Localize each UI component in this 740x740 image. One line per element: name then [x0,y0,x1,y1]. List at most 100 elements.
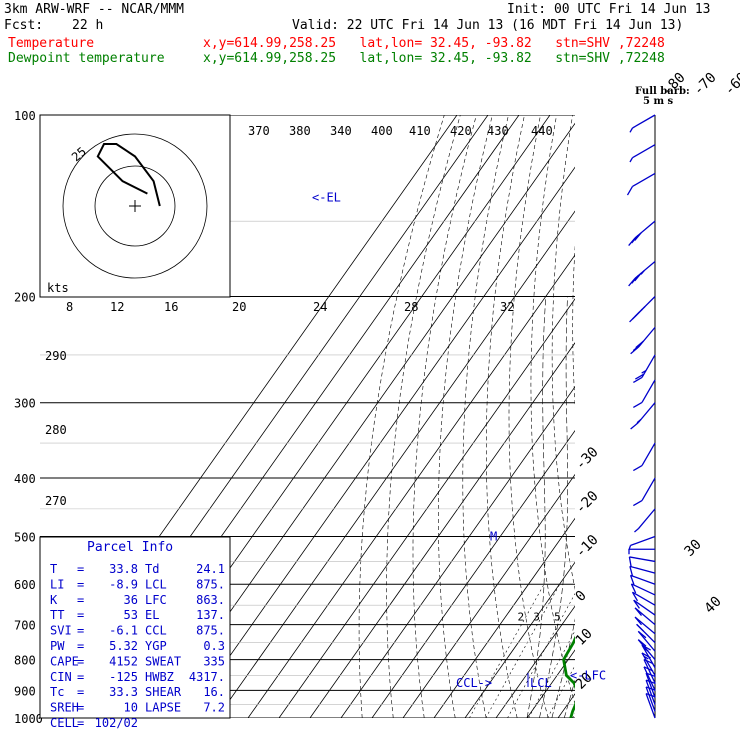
theta-label: 440 [531,124,553,138]
temperature-location: x,y=614.99,258.25 lat,lon= 32.45, -93.82… [203,36,665,51]
parcel-field-name: LAPSE [145,701,181,715]
theta-side-label: 290 [45,349,67,363]
wind-barb [633,599,656,616]
parcel-field-value: 5.32 [109,639,138,653]
parcel-field-name: SVI [50,624,72,638]
pressure-tick-label: 300 [14,397,36,411]
dry-adiabat [358,115,445,718]
model-title: 3km ARW-WRF -- NCAR/MMM [4,2,185,17]
mixing-ratio-line [469,584,545,718]
hodograph-speed-tick: 24 [313,300,327,314]
init-time: Init: 00 UTC Fri 14 Jun 13 [507,2,711,17]
parcel-field-name: EL [145,608,159,622]
parcel-field-name: SHEAR [145,685,182,699]
wind-barb-flag [635,373,645,380]
wind-barb [643,659,656,684]
isotherm-line [495,605,575,718]
wind-barb-half [643,655,649,660]
hodograph-speed-tick: 28 [404,300,418,314]
dry-adiabat [701,115,740,718]
theta-side-label: 270 [45,494,67,508]
dry-adiabat [593,115,673,718]
parcel-field-eq: = [77,562,84,576]
wind-barb [645,693,656,719]
parcel-field-value: 875. [196,624,225,638]
wind-barb-flag [634,616,643,626]
isotherm-line [402,473,575,718]
parcel-field-name: LCL [145,577,167,591]
moist-adiabat [601,297,737,719]
hodograph-speed-tick: 16 [164,300,178,314]
wind-barb-half [634,528,639,533]
wind-barb-flag [630,422,639,430]
wind-barb [630,574,656,585]
dry-adiabat [684,115,740,718]
isotherm-line [278,298,575,718]
level-marker-el: <-EL [312,190,341,204]
mixing-ratio-label: 5 [554,611,561,624]
wind-barb-half [629,127,634,133]
mixing-ratio-line [485,584,560,718]
parcel-field-name: T [50,562,57,576]
wind-barb-half [636,419,642,424]
parcel-info-bg [39,536,231,719]
pressure-tick-label: 700 [14,619,36,633]
parcel-field-eq: = [77,639,84,653]
dry-adiabat [667,115,740,718]
parcel-field-value: 7.2 [203,701,225,715]
isotherm-label: -10 [573,532,602,561]
dry-adiabat [649,115,740,718]
parcel-field-name: HWBZ [145,670,174,684]
parcel-field-value: 33.3 [109,685,138,699]
mixing-ratio-label: 8 [574,611,581,624]
parcel-field-eq: = [77,716,84,730]
wind-barb [637,402,656,424]
dewpoint-profile [562,635,575,718]
isotherm-line [526,649,575,718]
parcel-field-name: YGP [145,639,167,653]
parcel-field-value: 102/02 [95,716,138,730]
mixing-ratio-label: 12 [593,611,606,624]
wind-barb [632,591,656,606]
isotherm-line [433,517,575,718]
wind-barb [641,442,656,466]
level-marker-lcl: LCL [530,676,552,690]
wind-barb-half [629,157,634,163]
parcel-field-value: 4152 [109,654,138,668]
wind-barb [641,379,656,403]
wind-barb-flag [626,186,634,196]
wind-barb [630,535,656,546]
parcel-field-name: TT [50,608,64,622]
parcel-field-eq: = [77,624,84,638]
isotherm-label: -60 [721,70,740,99]
pressure-tick-label: 400 [14,472,36,486]
dry-adiabat [612,115,703,718]
wind-barb [645,679,656,705]
parcel-field-value: 16. [203,685,225,699]
parcel-field-value: 53 [124,608,138,622]
wind-barb-flag [629,575,635,585]
dry-adiabat [386,115,461,718]
barb-speed-tick: 30 [682,537,705,560]
isotherm-line [309,342,575,718]
parcel-field-name: PW [50,639,65,653]
isotherm-line [247,254,575,718]
wind-barb-flag [631,234,639,244]
wind-barb-flag [633,401,643,408]
parcel-field-name: SREH [50,701,79,715]
parcel-field-value: 24.1 [196,562,225,576]
wind-barb-flag [630,346,639,355]
mixing-ratio-line [528,630,575,718]
wind-barb [631,583,656,596]
wind-barb-flag [633,376,643,384]
isotherm-line [185,166,575,718]
dry-adiabat [438,115,493,718]
theta-label: 370 [248,124,270,138]
wind-barb-flag [633,465,643,472]
wind-barb [645,672,656,698]
theta-label: 410 [409,124,431,138]
parcel-info-title: Parcel Info [87,540,173,555]
parcel-field-name: LFC [145,593,167,607]
wind-barb-flag [633,599,640,609]
